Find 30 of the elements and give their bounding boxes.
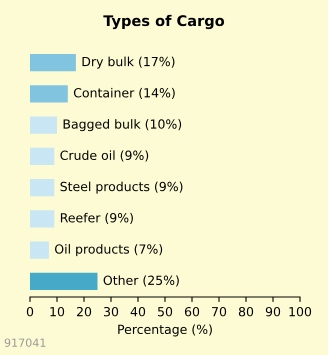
x-tick-label: 40 bbox=[130, 306, 146, 316]
bar bbox=[30, 242, 49, 259]
x-tick-label: 60 bbox=[184, 306, 200, 316]
x-tick-label: 0 bbox=[26, 306, 34, 316]
x-tick-label: 20 bbox=[76, 306, 92, 316]
x-tick-label: 30 bbox=[104, 306, 118, 316]
bar bbox=[30, 148, 54, 165]
x-tick-label: 100 bbox=[289, 306, 312, 316]
bar bbox=[30, 179, 54, 196]
y-tick-label: Crude oil (9%) bbox=[60, 150, 148, 162]
bar bbox=[30, 210, 54, 228]
bar bbox=[30, 272, 98, 290]
y-tick-label: Steel products (9%) bbox=[60, 182, 182, 194]
y-tick-label: Bagged bulk (10%) bbox=[64, 119, 182, 132]
text: 917041 bbox=[4, 338, 46, 347]
y-tick-label: Reefer (9%) bbox=[60, 212, 133, 224]
y-tick-label: Container (14%) bbox=[74, 88, 175, 99]
bar bbox=[30, 116, 57, 134]
x-tick-label: 10 bbox=[50, 306, 64, 316]
y-tick-label: Oil products (7%) bbox=[55, 244, 162, 256]
x-tick-label: 50 bbox=[158, 306, 172, 316]
bar bbox=[30, 54, 76, 72]
x-axis-title: Percentage (%) bbox=[118, 324, 212, 336]
chart-title: Types of Cargo bbox=[103, 14, 224, 30]
bar bbox=[30, 85, 68, 102]
y-tick-label: Other (25%) bbox=[104, 275, 179, 286]
x-tick-label: 80 bbox=[238, 306, 254, 316]
x-tick-label: 70 bbox=[212, 306, 226, 316]
x-tick-label: 90 bbox=[266, 306, 280, 316]
y-tick-label: Dry bulk (17%) bbox=[82, 56, 174, 69]
